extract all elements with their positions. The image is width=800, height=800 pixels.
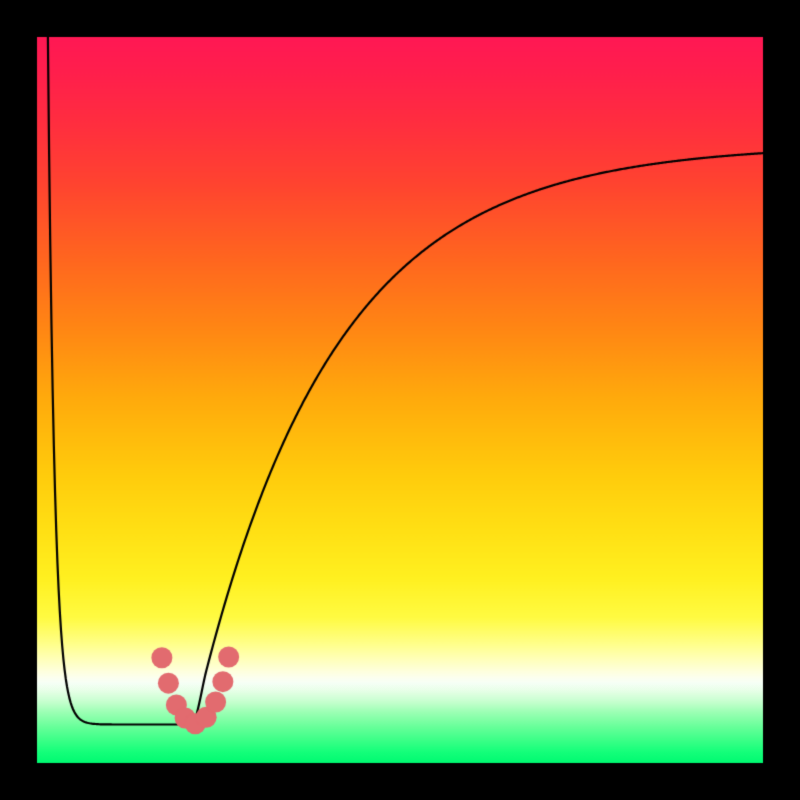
chart-frame: TheBottleneck.com <box>0 0 800 800</box>
bottleneck-curve-chart <box>0 0 800 800</box>
